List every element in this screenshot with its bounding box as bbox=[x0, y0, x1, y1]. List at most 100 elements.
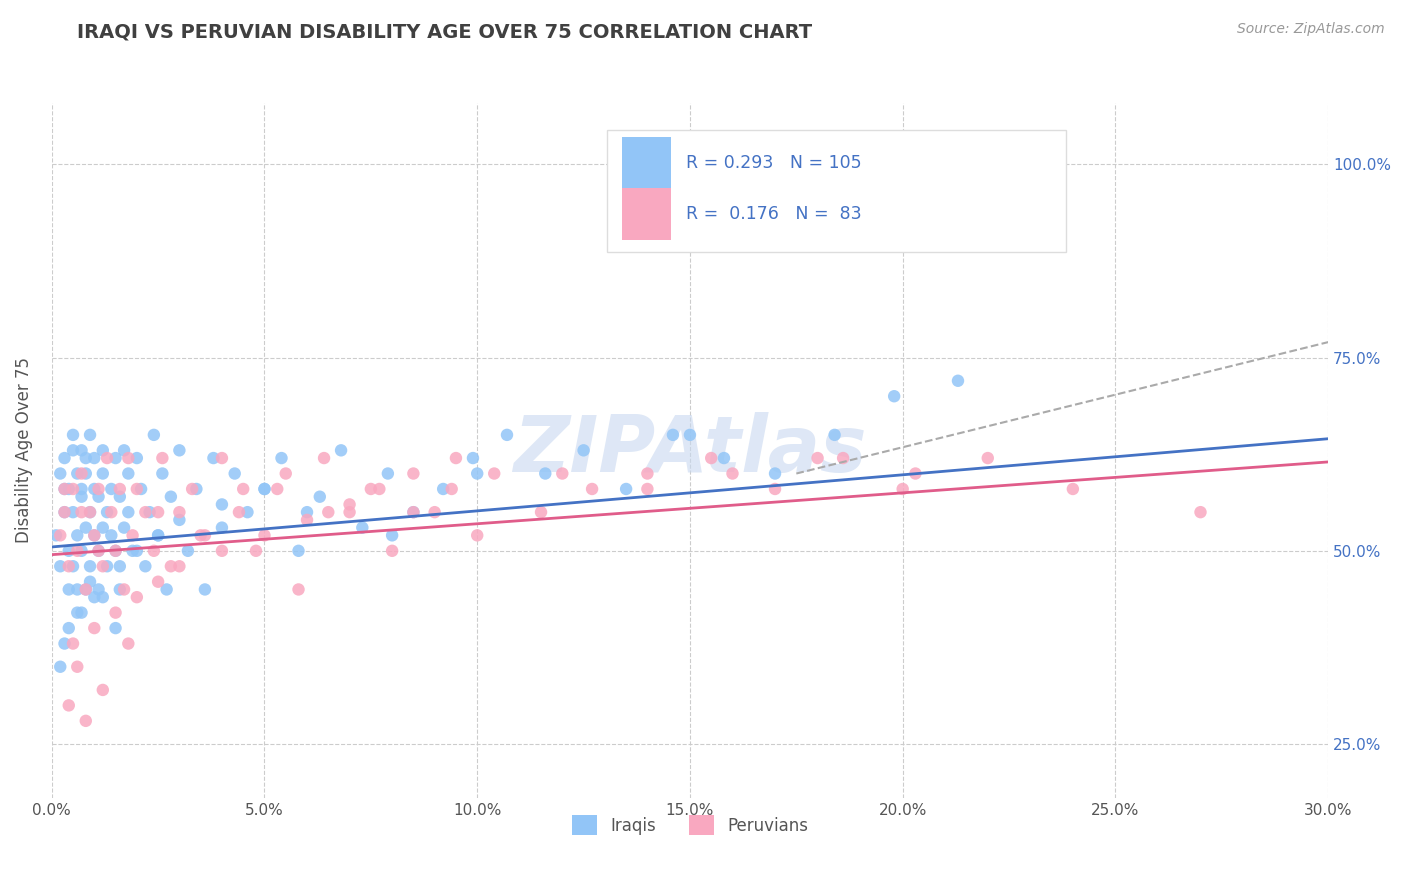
Point bbox=[96, 505, 118, 519]
Point bbox=[1062, 482, 1084, 496]
Point bbox=[100, 482, 122, 496]
Point bbox=[66, 606, 89, 620]
Point bbox=[75, 582, 97, 597]
Point bbox=[79, 505, 101, 519]
Point bbox=[360, 482, 382, 496]
Point bbox=[66, 582, 89, 597]
Point bbox=[202, 451, 225, 466]
Point bbox=[58, 698, 80, 713]
Point bbox=[194, 582, 217, 597]
Point bbox=[112, 582, 135, 597]
Point bbox=[108, 582, 131, 597]
Point bbox=[904, 467, 927, 481]
Point bbox=[53, 636, 76, 650]
Point bbox=[662, 428, 685, 442]
Point bbox=[224, 467, 246, 481]
Point bbox=[402, 505, 425, 519]
Point bbox=[117, 451, 139, 466]
Point bbox=[100, 505, 122, 519]
Point bbox=[194, 528, 217, 542]
Point bbox=[79, 428, 101, 442]
Point bbox=[91, 467, 114, 481]
FancyBboxPatch shape bbox=[623, 187, 671, 240]
Point bbox=[58, 621, 80, 635]
Point bbox=[339, 505, 361, 519]
Point bbox=[465, 467, 488, 481]
Point bbox=[96, 559, 118, 574]
Point bbox=[112, 521, 135, 535]
Point bbox=[66, 543, 89, 558]
Point bbox=[287, 543, 309, 558]
Point bbox=[1104, 838, 1126, 852]
Point bbox=[883, 389, 905, 403]
FancyBboxPatch shape bbox=[623, 136, 671, 189]
Y-axis label: Disability Age Over 75: Disability Age Over 75 bbox=[15, 358, 32, 543]
Point bbox=[142, 543, 165, 558]
Point bbox=[70, 443, 93, 458]
Point bbox=[186, 482, 208, 496]
Point bbox=[1189, 505, 1212, 519]
Point bbox=[146, 505, 169, 519]
Point bbox=[377, 467, 399, 481]
Point bbox=[49, 659, 72, 673]
Point bbox=[614, 482, 637, 496]
Text: Source: ZipAtlas.com: Source: ZipAtlas.com bbox=[1237, 22, 1385, 37]
Point bbox=[339, 498, 361, 512]
Point bbox=[381, 543, 404, 558]
Point bbox=[295, 513, 318, 527]
Point bbox=[946, 374, 969, 388]
Point bbox=[62, 482, 84, 496]
Point bbox=[91, 443, 114, 458]
Point bbox=[53, 451, 76, 466]
Point bbox=[266, 482, 288, 496]
Point bbox=[117, 505, 139, 519]
Point bbox=[58, 559, 80, 574]
Text: R =  0.176   N =  83: R = 0.176 N = 83 bbox=[686, 205, 862, 223]
Point bbox=[125, 543, 148, 558]
Point bbox=[79, 559, 101, 574]
Point bbox=[368, 482, 391, 496]
Point bbox=[75, 521, 97, 535]
Point bbox=[134, 559, 156, 574]
Point bbox=[700, 451, 723, 466]
Point bbox=[245, 543, 267, 558]
Text: ZIPAtlas: ZIPAtlas bbox=[513, 412, 866, 488]
Point bbox=[534, 467, 557, 481]
Point bbox=[53, 505, 76, 519]
Point bbox=[75, 467, 97, 481]
Point bbox=[117, 636, 139, 650]
Point bbox=[181, 482, 204, 496]
Point bbox=[83, 621, 105, 635]
Point bbox=[79, 505, 101, 519]
Point bbox=[806, 451, 828, 466]
Point bbox=[142, 428, 165, 442]
Point bbox=[108, 559, 131, 574]
Point bbox=[636, 482, 658, 496]
Point bbox=[83, 451, 105, 466]
Point bbox=[83, 590, 105, 604]
Point bbox=[1232, 814, 1254, 829]
Point bbox=[496, 428, 519, 442]
Text: IRAQI VS PERUVIAN DISABILITY AGE OVER 75 CORRELATION CHART: IRAQI VS PERUVIAN DISABILITY AGE OVER 75… bbox=[77, 22, 813, 41]
Point bbox=[530, 505, 553, 519]
Legend: Iraqis, Peruvians: Iraqis, Peruvians bbox=[565, 808, 815, 842]
Point bbox=[402, 505, 425, 519]
Point bbox=[713, 451, 735, 466]
Point bbox=[287, 582, 309, 597]
Point bbox=[83, 482, 105, 496]
Point bbox=[253, 482, 276, 496]
Point bbox=[104, 543, 127, 558]
Point bbox=[91, 559, 114, 574]
Point bbox=[169, 513, 191, 527]
Point bbox=[312, 451, 335, 466]
Point bbox=[169, 443, 191, 458]
Text: R = 0.293   N = 105: R = 0.293 N = 105 bbox=[686, 153, 862, 171]
Point bbox=[160, 559, 183, 574]
Point bbox=[190, 528, 212, 542]
Point bbox=[211, 521, 233, 535]
Point bbox=[117, 467, 139, 481]
Point bbox=[444, 451, 467, 466]
Point bbox=[146, 528, 169, 542]
Point bbox=[440, 482, 463, 496]
Point bbox=[160, 490, 183, 504]
